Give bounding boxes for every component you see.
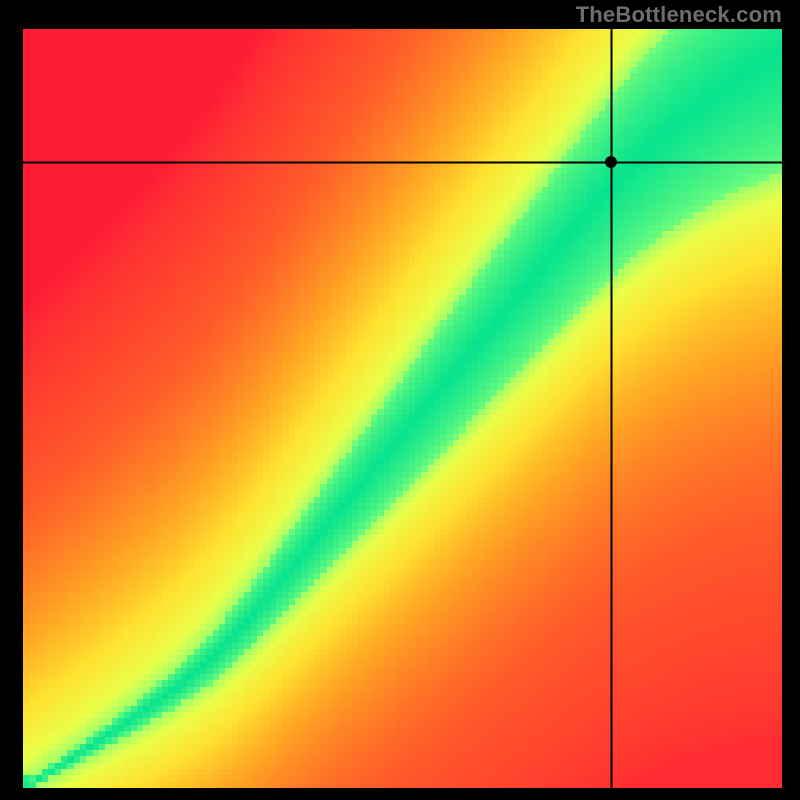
watermark-text: TheBottleneck.com (576, 2, 782, 28)
chart-container: TheBottleneck.com (0, 0, 800, 800)
bottleneck-heatmap (23, 29, 782, 788)
